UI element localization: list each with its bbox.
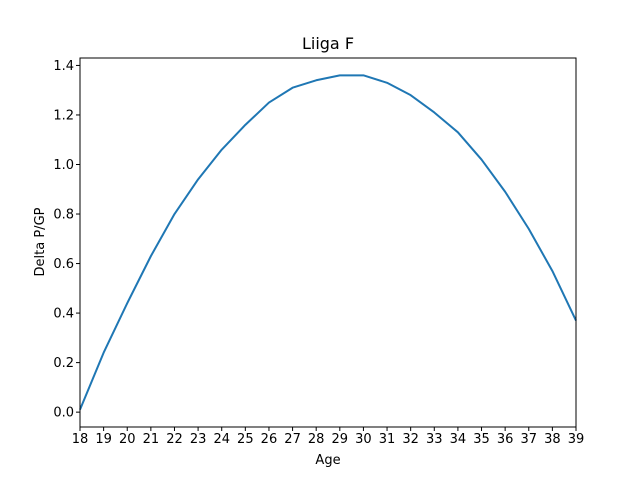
plot-area [79,57,577,428]
x-tick-label: 39 [568,432,585,447]
x-tick-label: 32 [402,432,419,447]
x-tick-label: 20 [119,432,136,447]
y-tick-label: 0.6 [53,257,74,272]
x-axis-label: Age [315,453,340,468]
series-line-0 [79,74,577,411]
axes-frame [79,57,577,428]
x-tick-label: 21 [143,432,160,447]
y-tick-label: 0.0 [53,406,74,421]
y-axis-ticks: 0.0 0.2 0.4 0.6 0.8 1.0 1.2 1.4 [53,59,80,421]
chart-title: Liiga F [302,34,354,53]
y-tick-label: 0.2 [53,356,74,371]
x-tick-label: 34 [450,432,467,447]
y-axis-label: Delta P/GP [33,207,48,276]
x-tick-label: 29 [332,432,349,447]
x-tick-label: 23 [190,432,207,447]
y-tick-label: 1.0 [53,158,74,173]
x-tick-label: 27 [284,432,301,447]
x-tick-label: 30 [355,432,372,447]
x-tick-label: 33 [426,432,443,447]
x-axis-ticks: 18 19 20 21 22 23 24 25 26 27 28 29 30 31 32 33 34 35 36 37… [72,427,585,447]
y-tick-label: 0.4 [53,307,74,322]
y-tick-label: 0.8 [53,208,74,223]
y-tick-label: 1.2 [53,108,74,123]
y-tick-label: 1.4 [53,59,74,74]
x-tick-label: 38 [544,432,561,447]
x-tick-label: 22 [166,432,183,447]
x-tick-label: 25 [237,432,254,447]
x-tick-label: 31 [379,432,396,447]
x-tick-label: 18 [72,432,89,447]
x-tick-label: 19 [95,432,112,447]
x-tick-label: 37 [520,432,537,447]
x-tick-label: 35 [473,432,490,447]
x-tick-label: 24 [213,432,230,447]
x-tick-label: 36 [497,432,514,447]
x-tick-label: 26 [261,432,278,447]
x-tick-label: 28 [308,432,325,447]
